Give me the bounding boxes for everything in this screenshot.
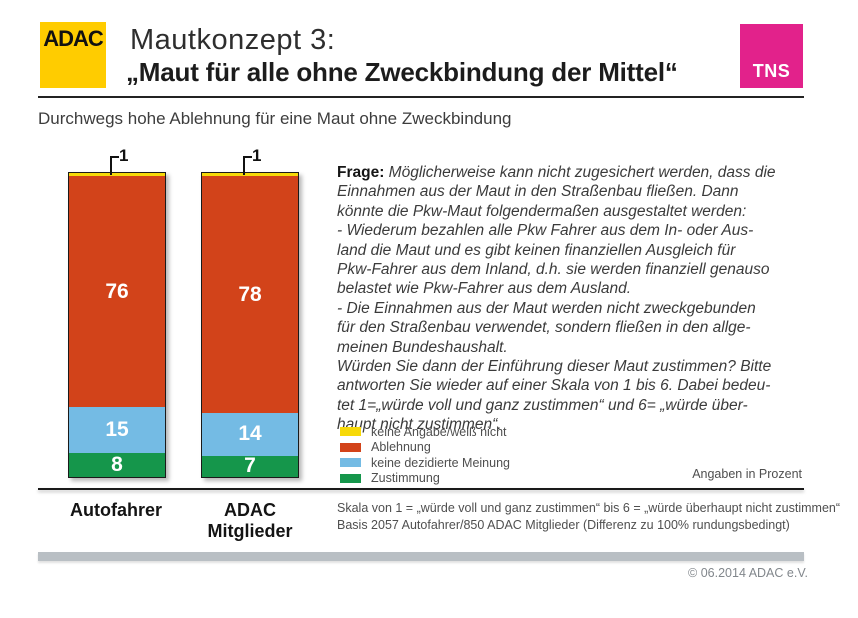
question-label: Frage: (337, 164, 385, 181)
bar-segment-keine-angabe-wei-nicht (69, 173, 165, 177)
footnote-line-scale: Skala von 1 = „würde voll und ganz zusti… (337, 501, 841, 515)
page-title: Mautkonzept 3: (130, 24, 336, 56)
bar-segment-zustimmung: 7 (202, 455, 298, 477)
bar-segment-keine-dezidierte-meinung: 14 (202, 413, 298, 456)
legend-swatch-icon (340, 442, 361, 452)
legend: keine Angabe/weiß nicht Ablehnung keine de… (340, 424, 510, 486)
tns-logo-text: TNS (752, 61, 791, 81)
category-label-autofahrer: Autofahrer (69, 500, 162, 520)
bar-segment-keine-angabe-wei-nicht (202, 173, 298, 177)
legend-label: keine dezidierte Meinung (371, 455, 510, 470)
bar-segment-keine-dezidierte-meinung: 15 (69, 407, 165, 453)
header-divider (38, 96, 804, 98)
legend-item-ablehnung: Ablehnung (340, 440, 510, 456)
legend-label: Zustimmung (371, 471, 440, 486)
copyright-note: © 06.2014 ADAC e.V. (688, 566, 808, 580)
stacked-bar-adac-mitglieder: 78 14 7 (201, 172, 299, 478)
question-text: Möglicherweise kann nicht zugesichert we… (337, 164, 776, 434)
legend-swatch-icon (340, 458, 361, 468)
baseline-divider (38, 488, 804, 490)
footnote-line-basis: Basis 2057 Autofahrer/850 ADAC Mitgliede… (337, 518, 790, 532)
page-subtitle-quote: „Maut für alle ohne Zweckbindung der Mit… (126, 57, 678, 87)
callout-leader-line (243, 156, 252, 175)
adac-logo: ADAC (40, 22, 106, 88)
tns-logo: TNS (740, 24, 803, 88)
question-block: Frage: Möglicherweise kann nicht zugesic… (337, 163, 812, 435)
category-label-adac-mitglieder: ADAC Mitglieder (207, 500, 293, 541)
legend-label: Ablehnung (371, 440, 431, 455)
legend-item-keine-dezidierte-meinung: keine dezidierte Meinung (340, 455, 510, 471)
legend-swatch-icon (340, 427, 361, 437)
legend-swatch-icon (340, 473, 361, 483)
callout-leader-line (110, 156, 119, 175)
bar-top-callout-value: 1 (119, 146, 129, 165)
legend-item-keine-angabe-wei-nicht: keine Angabe/weiß nicht (340, 424, 510, 440)
footer-divider-bar (38, 552, 804, 561)
stacked-bar-autofahrer: 76 15 8 (68, 172, 166, 478)
bar-top-callout-value: 1 (252, 146, 262, 165)
legend-label: keine Angabe/weiß nicht (371, 424, 507, 439)
chart-headline: Durchwegs hohe Ablehnung für eine Maut o… (38, 109, 512, 128)
footnote: Skala von 1 = „würde voll und ganz zusti… (337, 500, 840, 534)
bar-segment-ablehnung: 76 (69, 176, 165, 408)
bar-segment-ablehnung: 78 (202, 176, 298, 414)
legend-item-zustimmung: Zustimmung (340, 471, 510, 487)
unit-note: Angaben in Prozent (692, 467, 802, 481)
bar-segment-zustimmung: 8 (69, 452, 165, 477)
adac-logo-text: ADAC (43, 26, 104, 51)
